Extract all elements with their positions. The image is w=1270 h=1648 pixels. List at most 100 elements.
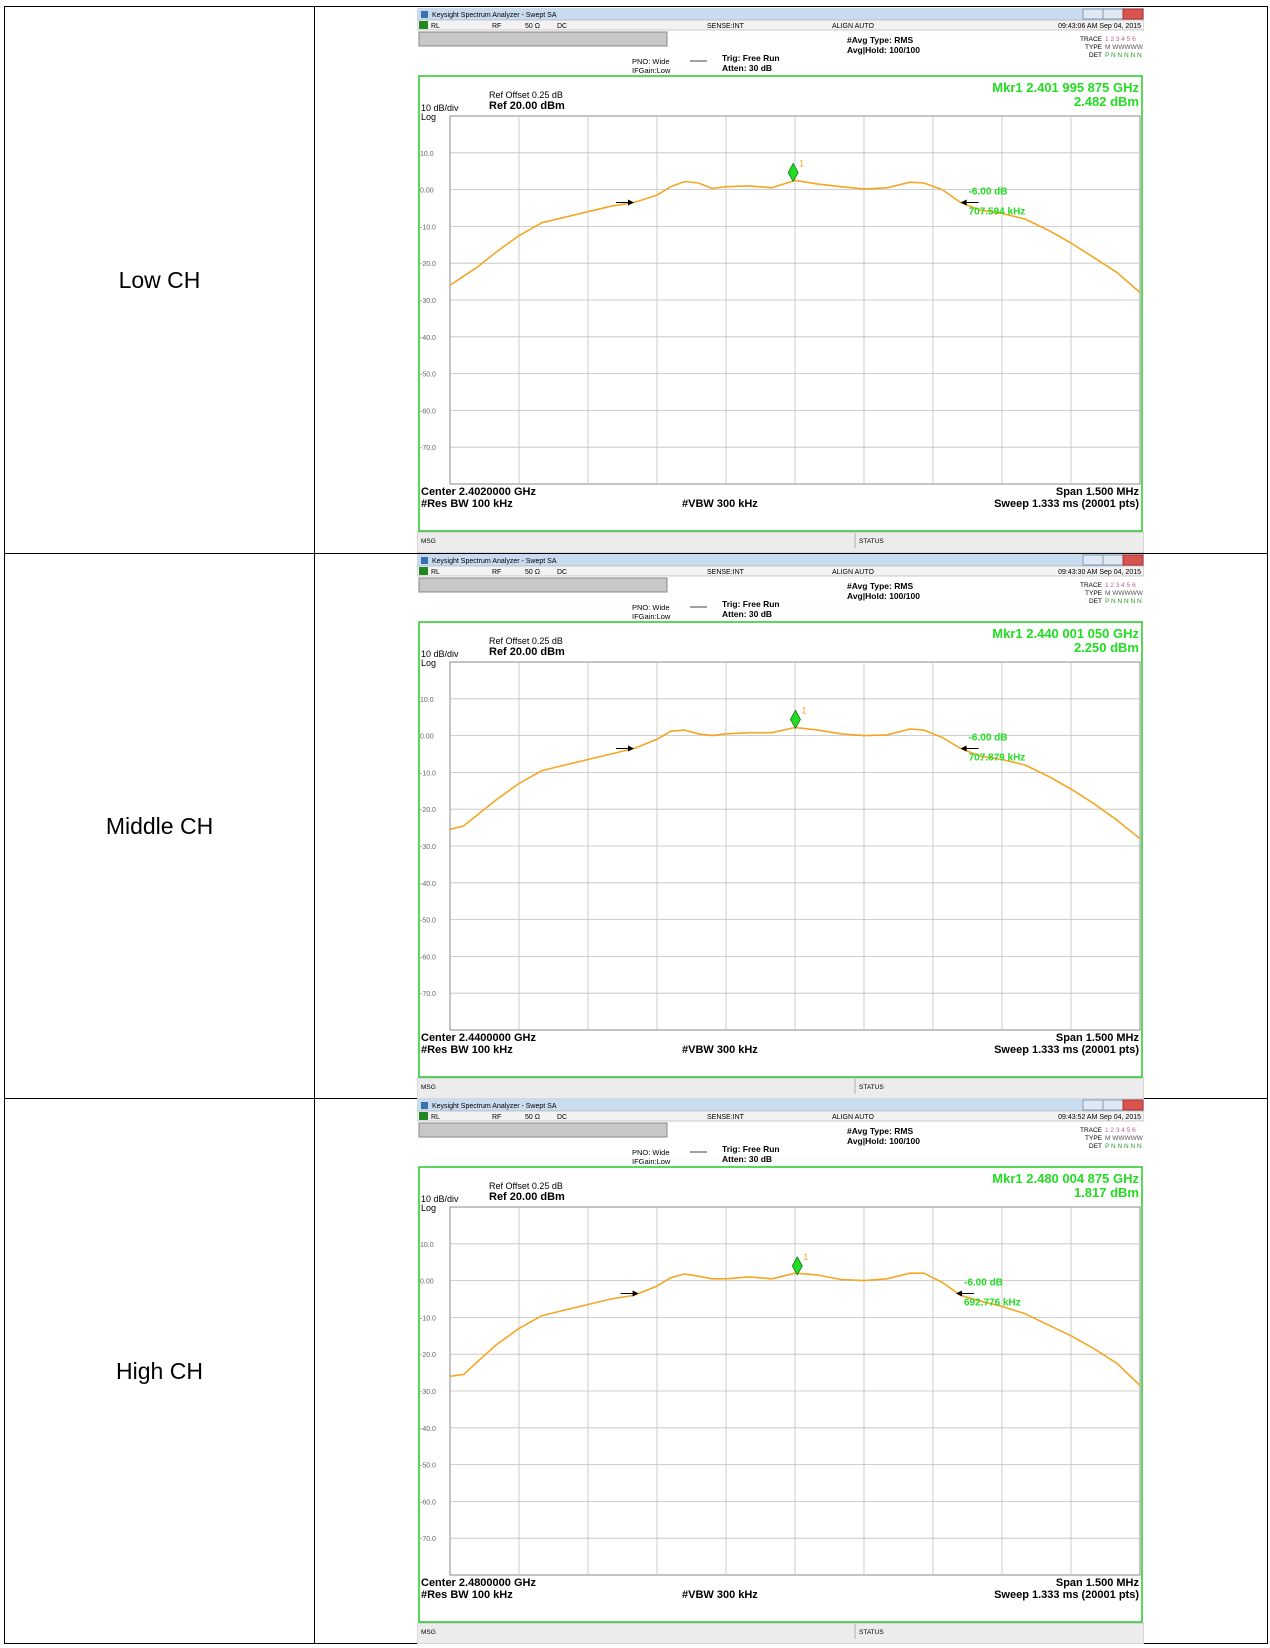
y-tick-label: 10.0 [420, 1242, 434, 1249]
y-tick-label: -70.0 [420, 445, 436, 452]
status-label: STATUS [859, 1629, 884, 1636]
input-field [418, 1122, 668, 1138]
maximize-button[interactable] [1102, 1099, 1124, 1111]
type-values: M WWWWW [1105, 44, 1144, 51]
ref-level: Ref 20.00 dBm [489, 1191, 565, 1203]
marker-number: 1 [801, 705, 806, 715]
vbw-label: #VBW 300 kHz [682, 1044, 758, 1056]
marker-frequency: Mkr1 2.401 995 875 GHz [992, 80, 1139, 95]
message-bar [417, 531, 1144, 553]
sense-label: SENSE:INT [707, 1114, 745, 1121]
sense-label: SENSE:INT [707, 569, 745, 576]
close-button[interactable] [1122, 8, 1144, 20]
impedance-label: 50 Ω [525, 1114, 540, 1121]
channel-label: High CH [4, 1098, 315, 1644]
channel-label: Low CH [4, 6, 315, 554]
avg-type-label: #Avg Type: RMS [847, 581, 913, 591]
delta-db-label: -6.00 dB [969, 186, 1008, 197]
left-arrow-head-icon [628, 199, 634, 206]
pno-label: PNO: Wide [632, 1148, 670, 1157]
trig-label: Trig: Free Run [722, 599, 780, 609]
y-tick-label: -40.0 [420, 881, 436, 888]
analyzer-screenshot: Keysight Spectrum Analyzer - Swept SA RL R… [417, 554, 1144, 1099]
vbw-label: #VBW 300 kHz [682, 1589, 758, 1601]
bandwidth-label: 707.879 kHz [969, 752, 1026, 763]
ref-offset: Ref Offset 0.25 dB [489, 636, 563, 646]
status-row [417, 565, 1144, 577]
y-tick-label: -40.0 [420, 335, 436, 342]
rl-indicator [419, 567, 428, 575]
channel-label: Middle CH [4, 553, 315, 1099]
timestamp: 09:43:06 AM Sep 04, 2015 [1058, 23, 1141, 30]
type-values: M WWWWW [1105, 1135, 1144, 1142]
plot-cell: Keysight Spectrum Analyzer - Swept SA RL R… [314, 1098, 1268, 1644]
spectrum-trace [449, 179, 1141, 294]
message-bar [417, 1077, 1144, 1099]
pno-label: PNO: Wide [632, 57, 670, 66]
y-tick-label: -10.0 [420, 1315, 436, 1322]
title-bar [417, 554, 1144, 566]
rbw-label: #Res BW 100 kHz [421, 498, 513, 510]
coupling-label: DC [557, 23, 567, 30]
marker-level: 1.817 dBm [1074, 1185, 1139, 1200]
scale-label: 10 dB/div [421, 649, 459, 659]
span-label: Span 1.500 MHz [1056, 1032, 1140, 1044]
marker-frequency: Mkr1 2.440 001 050 GHz [992, 626, 1139, 641]
y-tick-label: -20.0 [420, 261, 436, 268]
det-label: DET [1089, 52, 1102, 59]
bandwidth-label: 707.594 kHz [969, 206, 1026, 217]
rl-indicator [419, 1112, 428, 1120]
y-tick-label: -60.0 [420, 408, 436, 415]
y-tick-label: 0.00 [420, 188, 434, 195]
rf-label: RF [492, 23, 501, 30]
close-button[interactable] [1122, 1099, 1144, 1111]
scale-label: 10 dB/div [421, 1194, 459, 1204]
window-title: Keysight Spectrum Analyzer - Swept SA [432, 1103, 557, 1110]
rl-label: RL [431, 1114, 440, 1121]
scale-type: Log [421, 1203, 436, 1213]
trig-label: Trig: Free Run [722, 53, 780, 63]
minimize-button[interactable] [1082, 1099, 1104, 1111]
scale-label: 10 dB/div [421, 103, 459, 113]
analyzer-svg: Keysight Spectrum Analyzer - Swept SA RL R… [417, 1099, 1144, 1644]
display-frame [418, 621, 1143, 1078]
atten-label: Atten: 30 dB [722, 63, 772, 73]
rbw-label: #Res BW 100 kHz [421, 1044, 513, 1056]
ref-level: Ref 20.00 dBm [489, 100, 565, 112]
center-frequency: Center 2.4400000 GHz [421, 1032, 536, 1044]
center-frequency: Center 2.4020000 GHz [421, 486, 536, 498]
ref-offset: Ref Offset 0.25 dB [489, 90, 563, 100]
center-frequency: Center 2.4800000 GHz [421, 1577, 536, 1589]
maximize-button[interactable] [1102, 554, 1124, 566]
app-icon [421, 557, 428, 564]
msg-label: MSG [421, 1629, 436, 1636]
input-field [418, 577, 668, 593]
close-button[interactable] [1122, 554, 1144, 566]
right-arrow-head-icon [960, 745, 967, 752]
type-label: TYPE [1085, 590, 1103, 597]
app-icon [421, 11, 428, 18]
minimize-button[interactable] [1082, 554, 1104, 566]
y-tick-label: 0.00 [420, 1279, 434, 1286]
trig-label: Trig: Free Run [722, 1144, 780, 1154]
trace-numbers: 1 2 3 4 5 6 [1105, 582, 1136, 589]
marker-number: 1 [799, 158, 804, 168]
det-values: P N N N N N [1105, 598, 1142, 605]
msg-label: MSG [421, 538, 436, 545]
coupling-label: DC [557, 569, 567, 576]
minimize-button[interactable] [1082, 8, 1104, 20]
display-frame [418, 75, 1143, 532]
span-label: Span 1.500 MHz [1056, 1577, 1140, 1589]
trace-label: TRACE [1080, 582, 1103, 589]
ifgain-label: IFGain:Low [632, 66, 671, 75]
analyzer-screenshot: Keysight Spectrum Analyzer - Swept SA RL R… [417, 8, 1144, 553]
display-frame [418, 1166, 1143, 1623]
sweep-label: Sweep 1.333 ms (20001 pts) [994, 498, 1139, 510]
impedance-label: 50 Ω [525, 23, 540, 30]
align-label: ALIGN AUTO [832, 569, 874, 576]
results-table: Low CH Keysight Spectrum Analyzer - Swep… [4, 6, 1268, 1644]
maximize-button[interactable] [1102, 8, 1124, 20]
scale-type: Log [421, 112, 436, 122]
delta-db-label: -6.00 dB [964, 1277, 1003, 1288]
span-label: Span 1.500 MHz [1056, 486, 1140, 498]
